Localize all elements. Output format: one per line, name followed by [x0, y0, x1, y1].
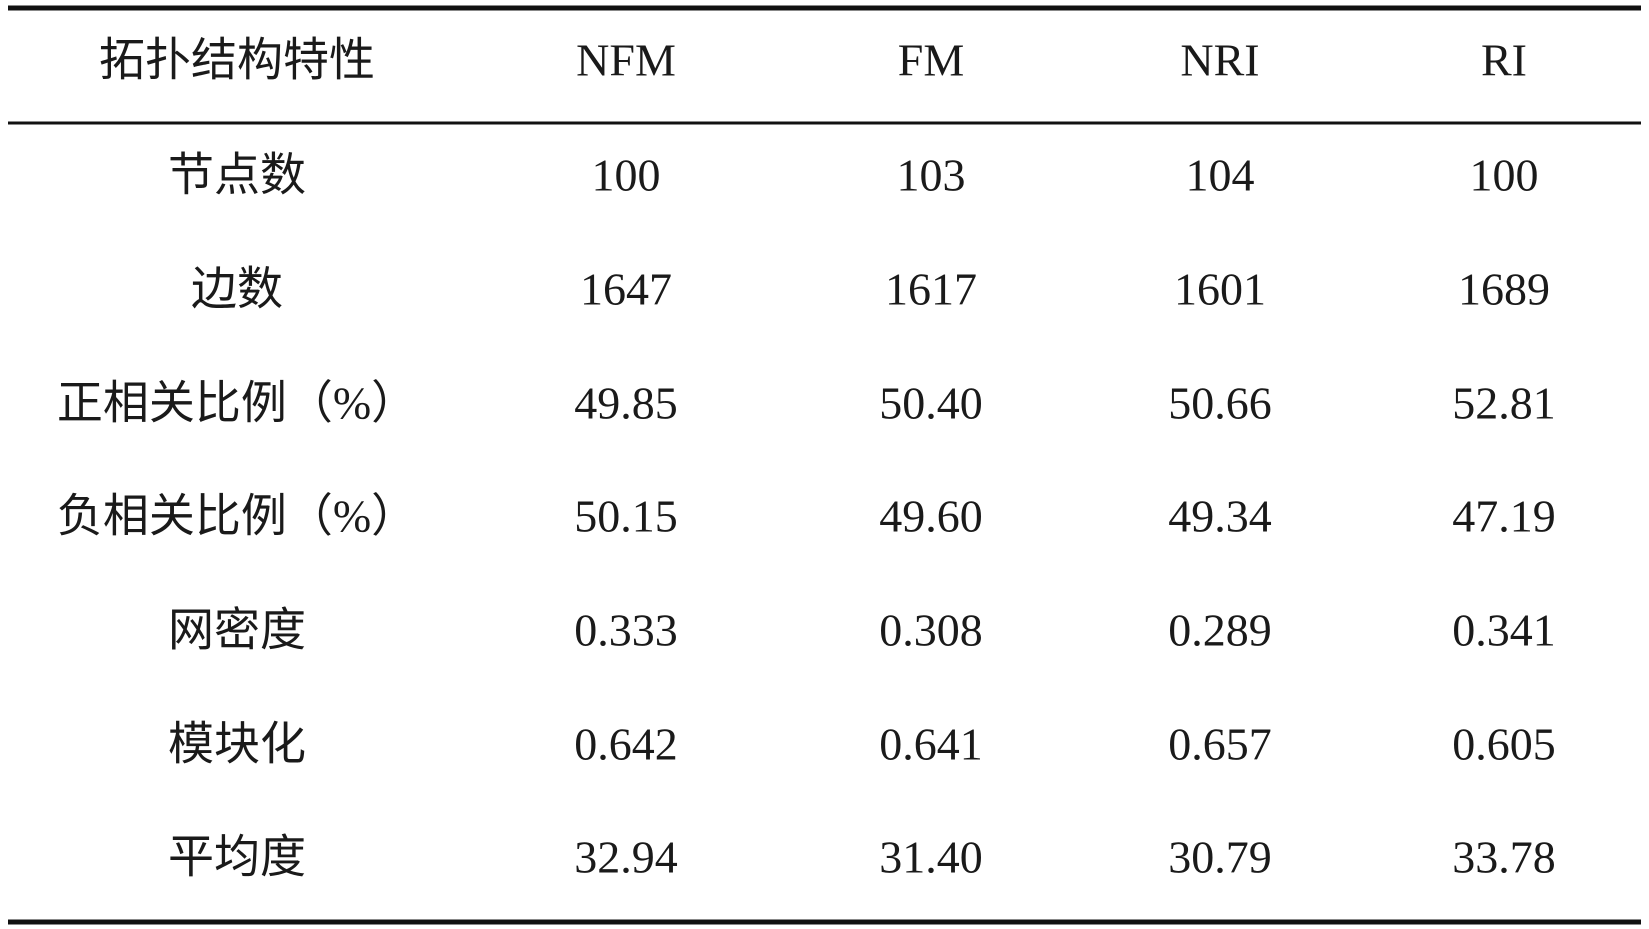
- row-label: 平均度: [168, 832, 306, 883]
- row-label: 网密度: [168, 605, 306, 656]
- cell: 0.341: [1452, 605, 1556, 656]
- header-cell: FM: [898, 35, 964, 86]
- cell: 0.657: [1168, 719, 1272, 770]
- cell: 50.40: [879, 378, 983, 429]
- header-cell: RI: [1481, 35, 1527, 86]
- cell: 0.641: [879, 719, 983, 770]
- header-cell: NFM: [576, 35, 676, 86]
- cell: 52.81: [1452, 378, 1556, 429]
- row-label: 节点数: [168, 150, 306, 201]
- cell: 33.78: [1452, 832, 1556, 883]
- cell: 30.79: [1168, 832, 1272, 883]
- header-cell: NRI: [1180, 35, 1259, 86]
- cell: 1601: [1174, 264, 1266, 315]
- cell: 0.605: [1452, 719, 1556, 770]
- cell: 1647: [580, 264, 672, 315]
- cell: 49.34: [1168, 491, 1272, 542]
- cell: 100: [592, 150, 661, 201]
- cell: 1617: [885, 264, 977, 315]
- row-label: 正相关比例（%）: [57, 378, 417, 429]
- cell: 0.289: [1168, 605, 1272, 656]
- cell: 0.333: [574, 605, 678, 656]
- cell: 103: [897, 150, 966, 201]
- header-cell: 拓扑结构特性: [99, 35, 375, 86]
- cell: 49.60: [879, 491, 983, 542]
- cell: 31.40: [879, 832, 983, 883]
- cell: 1689: [1458, 264, 1550, 315]
- cell: 32.94: [574, 832, 678, 883]
- cell: 104: [1186, 150, 1255, 201]
- cell: 0.308: [879, 605, 983, 656]
- cell: 0.642: [574, 719, 678, 770]
- row-label: 边数: [191, 264, 283, 315]
- cell: 50.66: [1168, 378, 1272, 429]
- cell: 49.85: [574, 378, 678, 429]
- cell: 47.19: [1452, 491, 1556, 542]
- row-label: 模块化: [168, 719, 306, 770]
- cell: 100: [1470, 150, 1539, 201]
- row-label: 负相关比例（%）: [57, 491, 417, 542]
- cell: 50.15: [574, 491, 678, 542]
